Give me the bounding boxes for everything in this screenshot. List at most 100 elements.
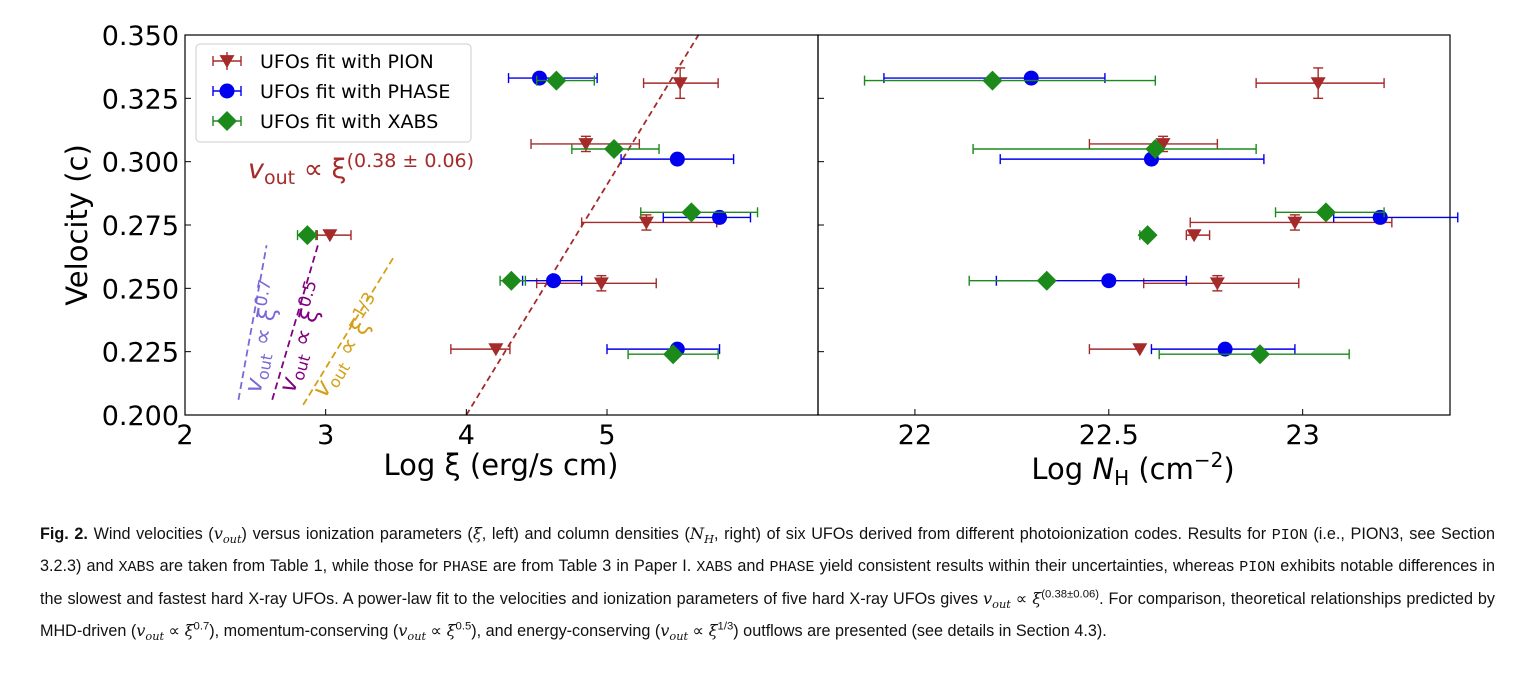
caption-text: . For comparison, theoretical relationsh…: [40, 590, 1495, 640]
fit-annotation-exp: (0.38 ± 0.06): [347, 150, 474, 172]
caption-sym: v: [398, 621, 408, 640]
caption-sym: N: [689, 524, 705, 543]
caption-text: ) outflows are presented (see details in…: [733, 622, 1107, 640]
legend-label: UFOs fit with PHASE: [260, 81, 450, 103]
x-tick-label: 22.5: [1079, 420, 1139, 451]
caption-sym: out: [222, 532, 242, 547]
left-x-axis-label: Log ξ (erg/s cm): [384, 448, 619, 482]
caption-text: are taken from Table 1, while those for: [154, 557, 443, 575]
y-tick-label: 0.325: [102, 84, 179, 115]
caption-code: XABS: [696, 559, 733, 576]
data-point-circle: [546, 273, 562, 289]
caption-sym: ξ: [1032, 589, 1042, 608]
legend-box: [195, 43, 472, 143]
caption-code: XABS: [118, 559, 155, 576]
left-ticks: 2 3 4 5 0.200 0.225 0.250 0.275 0.300 0.325 0.350: [102, 21, 616, 451]
legend-items: UFOs fit with PION UFOs fit with PHASE UFO…: [212, 51, 450, 133]
right-x-axis-label-close: ): [1223, 452, 1234, 486]
caption-code: PION: [1271, 527, 1308, 544]
right-axes-frame: [817, 34, 1451, 416]
theory-label-v: v: [239, 375, 269, 395]
caption-sym: 0.7: [193, 620, 210, 633]
data-point-circle: [669, 151, 685, 167]
data-point-diamond: [1137, 225, 1158, 246]
caption-text: exhibits notable differences in the slow…: [40, 557, 1495, 608]
data-point-diamond: [1250, 344, 1271, 365]
x-tick-label: 22: [898, 420, 932, 451]
x-tick-label: 3: [317, 420, 334, 451]
right-x-axis-label-n: N: [1092, 452, 1114, 486]
fit-annotation: vout ∝ ξ(0.38 ± 0.06): [248, 150, 474, 189]
theory-label-rel: ∝ ξ: [285, 305, 325, 357]
x-tick-label: 2: [176, 420, 193, 451]
legend: UFOs fit with PION UFOs fit with PHASE UFO…: [195, 43, 472, 143]
left-x-axis-label-text: Log ξ (erg/s cm): [384, 448, 619, 482]
data-point-diamond: [546, 70, 567, 91]
caption-sym: out: [669, 629, 689, 644]
data-point-circle: [219, 83, 235, 99]
theory-line: [271, 242, 320, 401]
caption-sym: ∝: [426, 622, 447, 640]
fit-annotation-sub: out: [264, 167, 295, 189]
data-point-triangle: [322, 229, 338, 243]
data-point-triangle: [578, 138, 594, 152]
caption-sym: out: [145, 629, 165, 644]
data-point-circle: [712, 209, 728, 225]
data-point-diamond: [217, 111, 237, 131]
data-point-triangle: [1209, 277, 1225, 291]
caption-text: are from Table 3 in Paper I.: [487, 557, 697, 575]
right-ticks: 22 22.5 23: [818, 34, 1320, 451]
caption-sym: ξ: [184, 621, 194, 640]
data-point-triangle: [593, 277, 609, 291]
legend-label: UFOs fit with PION: [260, 51, 434, 73]
caption-sym: v: [983, 589, 993, 608]
caption-sym: v: [660, 621, 670, 640]
y-tick-label: 0.275: [102, 211, 179, 242]
theory-label-exp: 0.7: [251, 278, 276, 308]
theory-label-rel: ∝ ξ: [328, 314, 376, 368]
caption-fig-label: Fig. 2.: [40, 525, 88, 543]
caption-sym: ∝: [688, 622, 709, 640]
fit-line: [465, 35, 700, 415]
y-axis-label-text: Velocity (c): [60, 144, 94, 306]
caption-text: , left) and column densities (: [481, 525, 690, 543]
data-point-triangle: [1186, 229, 1202, 243]
theory-line: [302, 257, 394, 406]
caption-sym: 0.5: [455, 620, 472, 633]
theory-label-rel: ∝ ξ: [246, 305, 282, 355]
theory-label: vout ∝ ξ1/3: [304, 289, 392, 404]
data-point-diamond: [1315, 202, 1336, 223]
y-tick-label: 0.300: [102, 148, 179, 179]
x-tick-label: 23: [1285, 420, 1319, 451]
caption-code: PHASE: [442, 559, 488, 576]
caption-sym: out: [992, 597, 1011, 612]
caption-sym: ∝: [164, 622, 185, 640]
theory-lines: [237, 242, 394, 406]
data-point-triangle: [1287, 216, 1303, 230]
theory-label-exp: 0.5: [295, 278, 322, 310]
y-tick-label: 0.350: [102, 21, 179, 52]
right-x-axis-label-exp: −2: [1194, 448, 1223, 472]
caption-sym: v: [136, 621, 146, 640]
caption-text: (i.e., PION3, see Section 3.2.3) and: [40, 525, 1495, 575]
data-point-diamond: [501, 270, 522, 291]
y-tick-label: 0.250: [102, 274, 179, 305]
right-x-axis-label-h: H: [1114, 466, 1129, 490]
fit-annotation-rel: ∝ ξ: [295, 154, 347, 185]
figure-caption: Fig. 2. Wind velocities (vout) versus io…: [40, 518, 1495, 647]
data-point-diamond: [297, 225, 318, 246]
data-point-diamond: [681, 202, 702, 223]
caption-code: PHASE: [769, 559, 815, 576]
data-point-triangle: [1132, 343, 1148, 357]
right-panel: 22 22.5 23 Log NH (cm−2): [817, 34, 1459, 490]
data-point-triangle: [1310, 77, 1326, 91]
caption-text: yield consistent results within their un…: [814, 557, 1240, 575]
data-point-diamond: [663, 344, 684, 365]
data-point-diamond: [604, 139, 625, 159]
fit-line-path: [465, 35, 700, 415]
x-tick-label: 5: [598, 420, 615, 451]
theory-line: [237, 245, 268, 400]
